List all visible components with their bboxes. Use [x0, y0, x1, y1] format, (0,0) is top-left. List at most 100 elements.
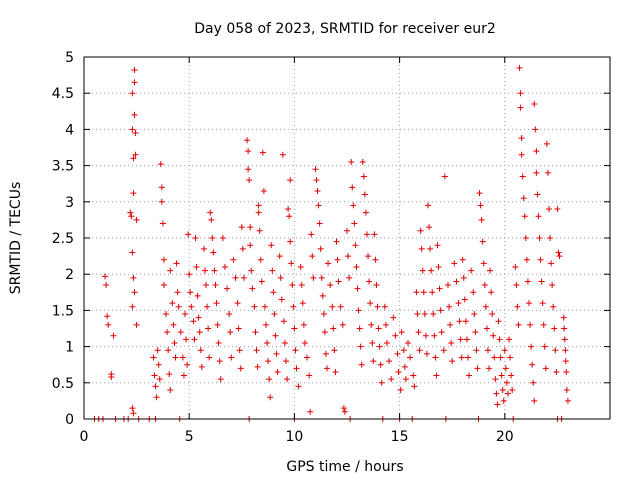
- y-tick-label: 2: [65, 267, 74, 283]
- data-point: [174, 289, 181, 296]
- y-tick-label: 1: [65, 340, 74, 356]
- data-point: [285, 206, 292, 213]
- data-point: [151, 372, 158, 379]
- data-point: [514, 303, 521, 310]
- data-point: [448, 339, 455, 346]
- data-point: [462, 318, 469, 325]
- y-tick-label: 5: [65, 50, 74, 66]
- data-point: [246, 177, 253, 184]
- data-point: [277, 274, 284, 281]
- data-point: [183, 336, 190, 343]
- chart-title: Day 058 of 2023, SRMTID for receiver eur…: [194, 21, 496, 37]
- data-point: [563, 387, 570, 394]
- data-point: [228, 354, 235, 361]
- data-point: [552, 347, 559, 354]
- data-point: [411, 383, 418, 390]
- data-point: [300, 321, 307, 328]
- data-point: [304, 354, 311, 361]
- data-point: [266, 376, 273, 383]
- data-point: [251, 303, 258, 310]
- data-point: [315, 202, 322, 209]
- data-point: [201, 267, 208, 274]
- data-point: [184, 361, 191, 368]
- data-point: [368, 321, 375, 328]
- data-point: [542, 365, 549, 372]
- data-point: [544, 169, 551, 176]
- data-point: [346, 274, 353, 281]
- data-point: [309, 253, 316, 260]
- data-point: [270, 289, 277, 296]
- data-point: [339, 321, 346, 328]
- data-point: [253, 347, 260, 354]
- data-point: [564, 397, 571, 404]
- data-point: [486, 365, 493, 372]
- data-point: [479, 238, 486, 245]
- data-point: [167, 387, 174, 394]
- data-point: [110, 332, 117, 339]
- data-point: [154, 347, 161, 354]
- data-point: [556, 253, 563, 260]
- data-point: [318, 274, 325, 281]
- data-point: [349, 184, 356, 191]
- data-point: [425, 202, 432, 209]
- x-tick-label: 0: [80, 429, 89, 445]
- data-point: [269, 267, 276, 274]
- data-point: [194, 292, 201, 299]
- data-point: [210, 249, 217, 256]
- data-point: [264, 339, 271, 346]
- data-point: [359, 158, 366, 165]
- data-point: [257, 256, 264, 263]
- data-point: [460, 274, 467, 281]
- data-point: [470, 289, 477, 296]
- data-point: [381, 303, 388, 310]
- data-point: [291, 325, 298, 332]
- y-tick-label: 3: [65, 195, 74, 211]
- data-point: [221, 263, 228, 270]
- data-point: [543, 140, 550, 147]
- data-point: [471, 311, 478, 318]
- data-point: [268, 242, 275, 249]
- data-point: [193, 263, 200, 270]
- data-point: [365, 253, 372, 260]
- data-point: [237, 365, 244, 372]
- data-point: [127, 209, 134, 216]
- data-point: [420, 289, 427, 296]
- data-point: [155, 361, 162, 368]
- data-point: [375, 325, 382, 332]
- data-point: [313, 177, 320, 184]
- data-point: [562, 347, 569, 354]
- data-point: [240, 274, 247, 281]
- data-point: [489, 311, 496, 318]
- data-point: [444, 282, 451, 289]
- data-point: [271, 311, 278, 318]
- data-point: [371, 231, 378, 238]
- data-point: [132, 151, 139, 158]
- data-point: [422, 332, 429, 339]
- data-point: [512, 263, 519, 270]
- data-point: [322, 350, 329, 357]
- data-point: [362, 209, 369, 216]
- data-point: [327, 282, 334, 289]
- data-point: [171, 339, 178, 346]
- data-point: [247, 224, 254, 231]
- data-point: [164, 329, 171, 336]
- data-point: [482, 303, 489, 310]
- data-point: [394, 350, 401, 357]
- data-point: [227, 329, 234, 336]
- data-point: [261, 303, 268, 310]
- data-point: [504, 390, 511, 397]
- data-point: [376, 343, 383, 350]
- data-point: [441, 173, 448, 180]
- data-point: [490, 332, 497, 339]
- data-point: [494, 401, 501, 408]
- data-point: [235, 325, 242, 332]
- data-point: [363, 231, 370, 238]
- data-point: [515, 321, 522, 328]
- data-point: [249, 285, 256, 292]
- data-point: [158, 184, 165, 191]
- data-point: [488, 289, 495, 296]
- data-point: [388, 376, 395, 383]
- data-point: [484, 347, 491, 354]
- data-point: [430, 311, 437, 318]
- data-point: [196, 329, 203, 336]
